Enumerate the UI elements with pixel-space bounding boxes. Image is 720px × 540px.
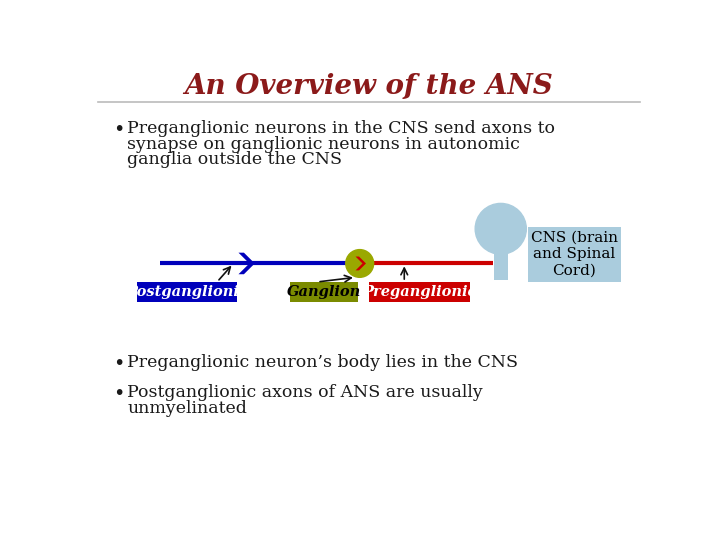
Text: CNS (brain
and Spinal
Cord): CNS (brain and Spinal Cord) — [531, 231, 618, 278]
Text: •: • — [113, 384, 125, 403]
Polygon shape — [238, 253, 255, 274]
Text: ganglia outside the CNS: ganglia outside the CNS — [127, 151, 342, 168]
FancyBboxPatch shape — [290, 282, 358, 302]
Text: An Overview of the ANS: An Overview of the ANS — [184, 73, 554, 100]
Text: unmyelinated: unmyelinated — [127, 400, 247, 417]
Circle shape — [475, 204, 526, 254]
FancyBboxPatch shape — [494, 251, 508, 280]
FancyBboxPatch shape — [137, 282, 238, 302]
FancyBboxPatch shape — [369, 282, 469, 302]
Polygon shape — [356, 256, 366, 271]
Text: Postganglionic: Postganglionic — [126, 285, 248, 299]
FancyBboxPatch shape — [528, 226, 621, 282]
Text: Preganglionic neuron’s body lies in the CNS: Preganglionic neuron’s body lies in the … — [127, 354, 518, 370]
Text: •: • — [113, 120, 125, 139]
Text: Preganglionic neurons in the CNS send axons to: Preganglionic neurons in the CNS send ax… — [127, 120, 555, 137]
Text: •: • — [113, 354, 125, 373]
Text: Ganglion: Ganglion — [287, 285, 361, 299]
Text: Preganglionic: Preganglionic — [362, 285, 477, 299]
Circle shape — [346, 249, 374, 278]
Text: Postganglionic axons of ANS are usually: Postganglionic axons of ANS are usually — [127, 384, 483, 401]
Text: synapse on ganglionic neurons in autonomic: synapse on ganglionic neurons in autonom… — [127, 136, 520, 153]
